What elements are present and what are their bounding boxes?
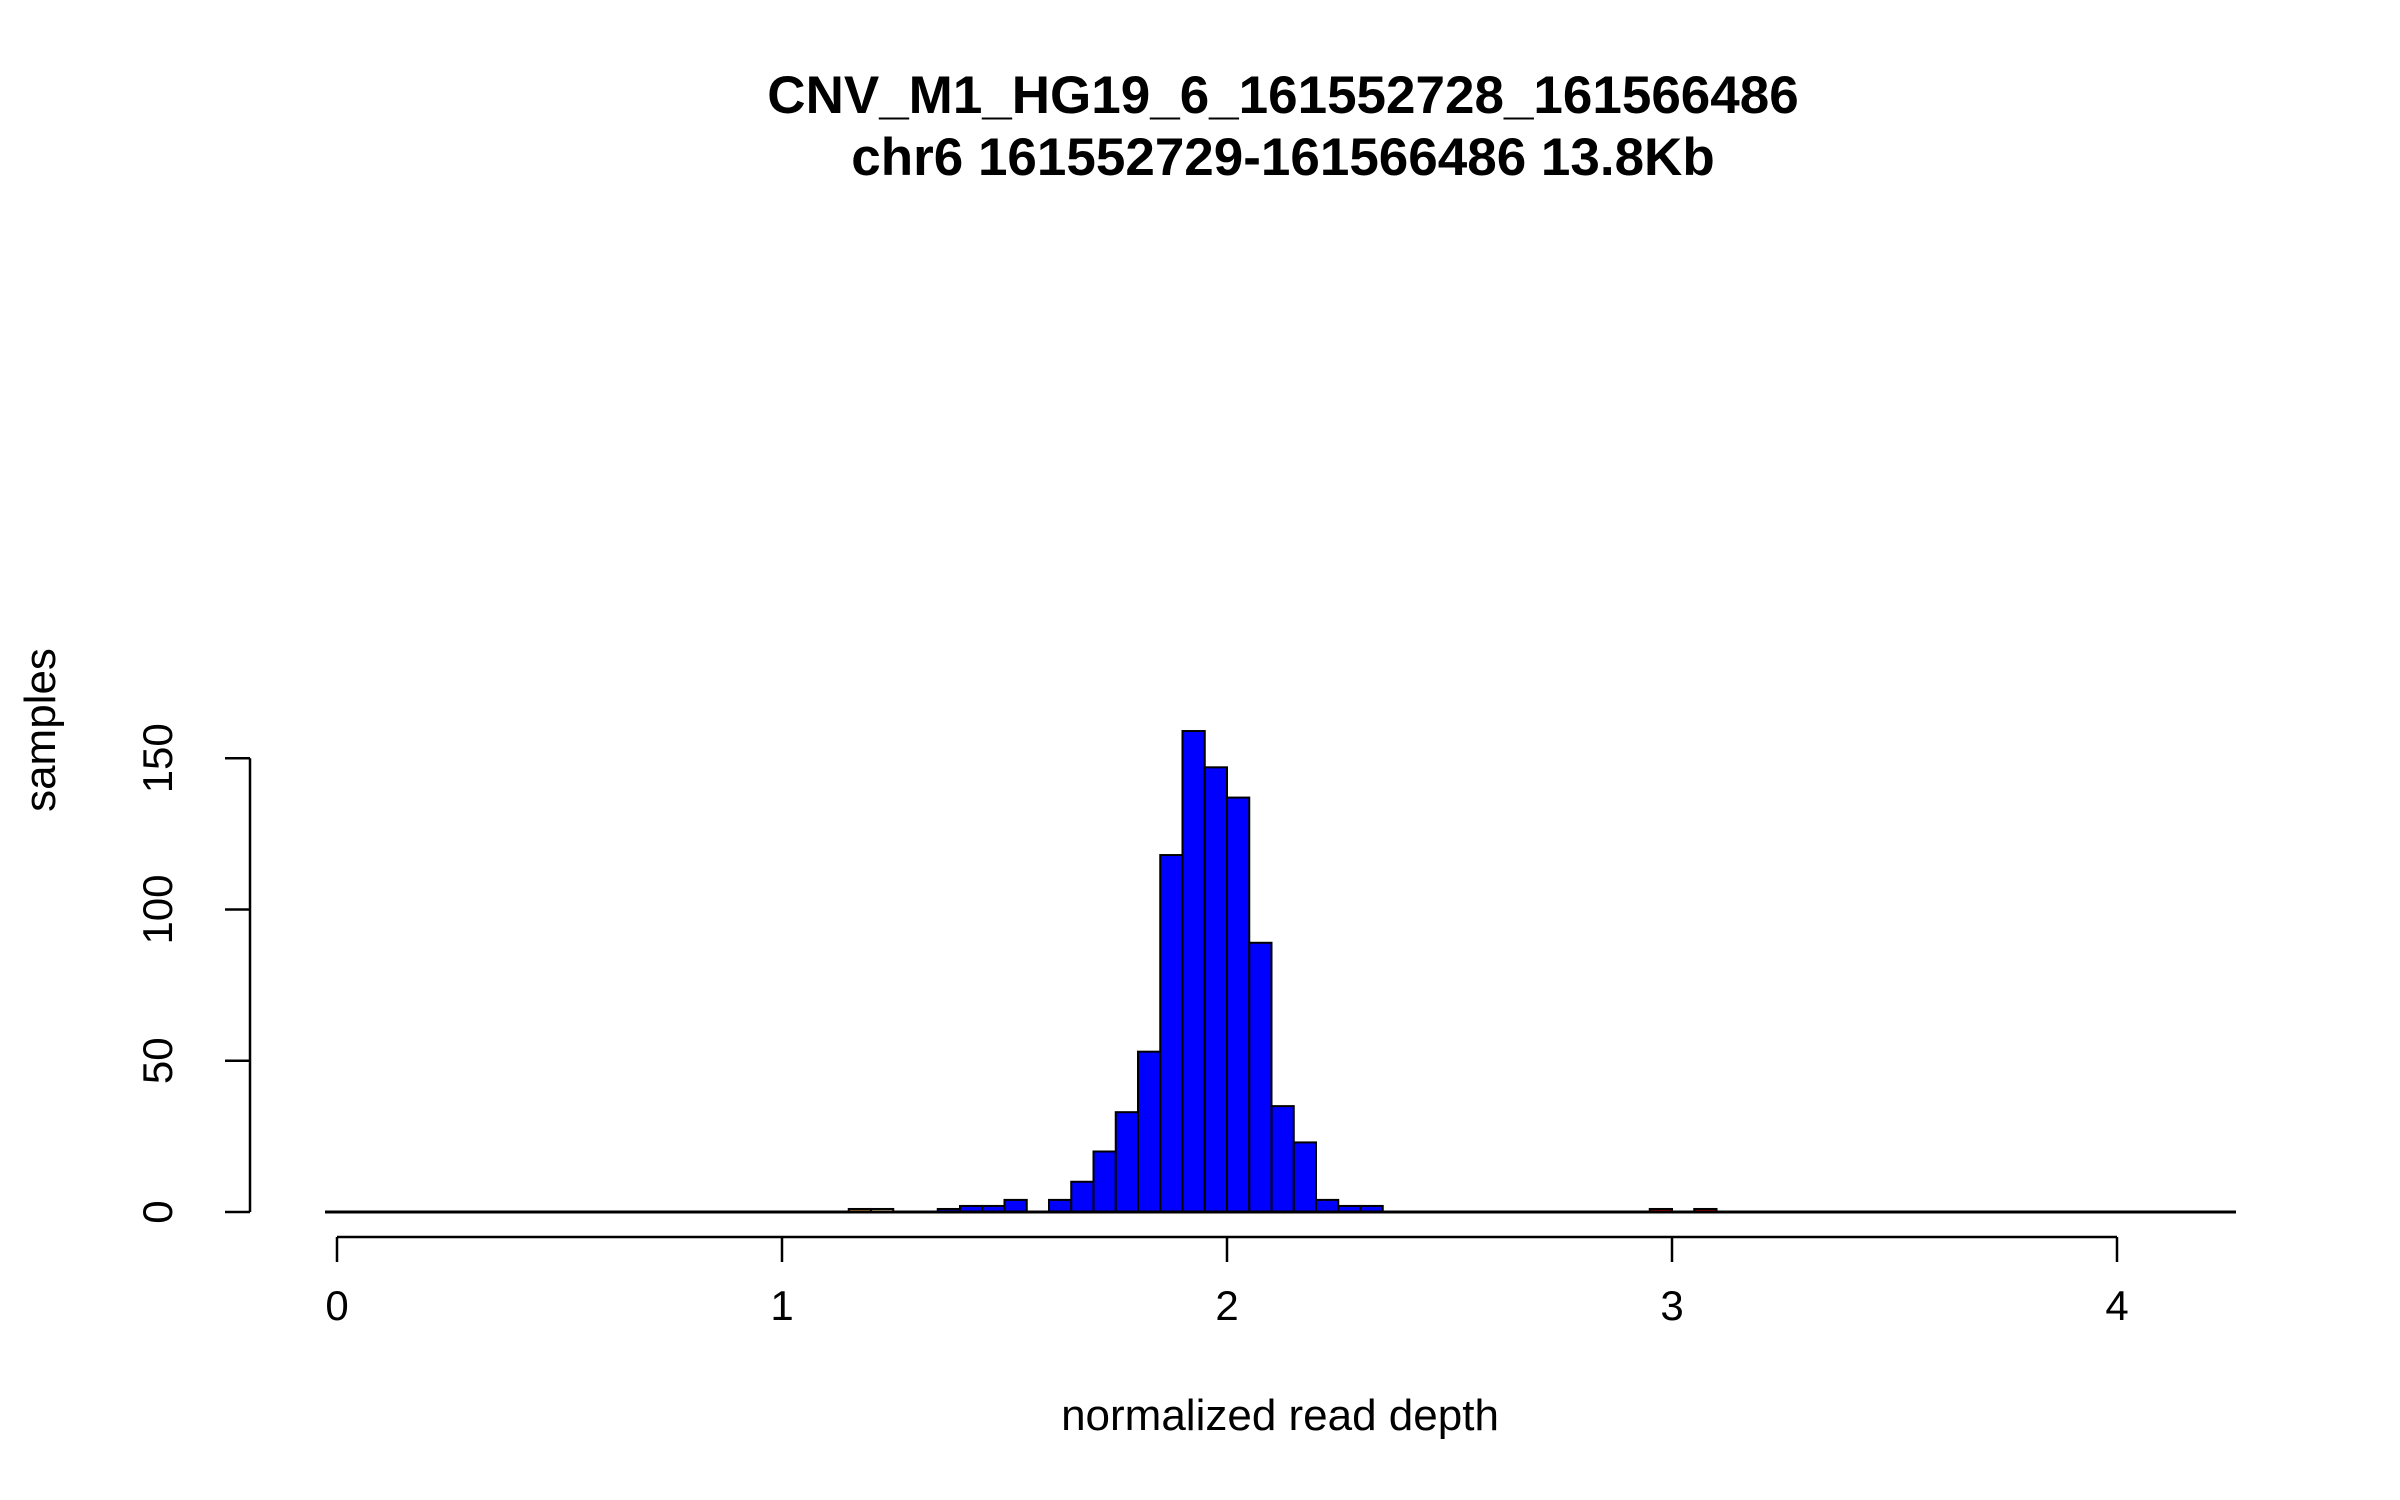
histogram-bar	[1315, 1198, 1340, 1214]
histogram-bar	[1048, 1198, 1073, 1214]
chart-title: CNV_M1_HG19_6_161552728_161566486	[767, 66, 1798, 125]
x-tick-label: 4	[2105, 1282, 2128, 1329]
histogram-bar	[1003, 1198, 1028, 1214]
x-tick-label: 3	[1660, 1282, 1683, 1329]
chart-subtitle: chr6 161552729-161566486 13.8Kb	[851, 128, 1714, 187]
y-axis-label: samples	[16, 648, 65, 812]
histogram-bar	[1203, 766, 1228, 1213]
y-tick-label: 100	[134, 874, 181, 944]
x-axis-label: normalized read depth	[1061, 1391, 1499, 1440]
histogram-bar	[1070, 1180, 1095, 1213]
histogram-bar	[1226, 796, 1251, 1213]
histogram-bar	[1092, 1150, 1117, 1213]
x-tick-label: 1	[770, 1282, 793, 1329]
x-tick-label: 2	[1215, 1282, 1238, 1329]
x-axis: 0 1 2 3 4	[325, 1235, 2129, 1329]
x-tick-label: 0	[325, 1282, 348, 1329]
histogram-bar	[1137, 1050, 1162, 1214]
y-axis: 0 50 100 150	[134, 723, 252, 1224]
y-tick-label: 50	[134, 1037, 181, 1084]
histogram-bar	[1270, 1105, 1295, 1213]
y-tick-label: 0	[134, 1200, 181, 1223]
histogram-bar	[1114, 1111, 1139, 1214]
histogram-bar	[1248, 941, 1273, 1214]
histogram-bar	[1181, 730, 1206, 1214]
y-tick-label: 150	[134, 723, 181, 793]
histogram-bars	[847, 730, 1718, 1214]
histogram-bar	[1292, 1141, 1317, 1214]
histogram-bar	[1159, 854, 1184, 1213]
